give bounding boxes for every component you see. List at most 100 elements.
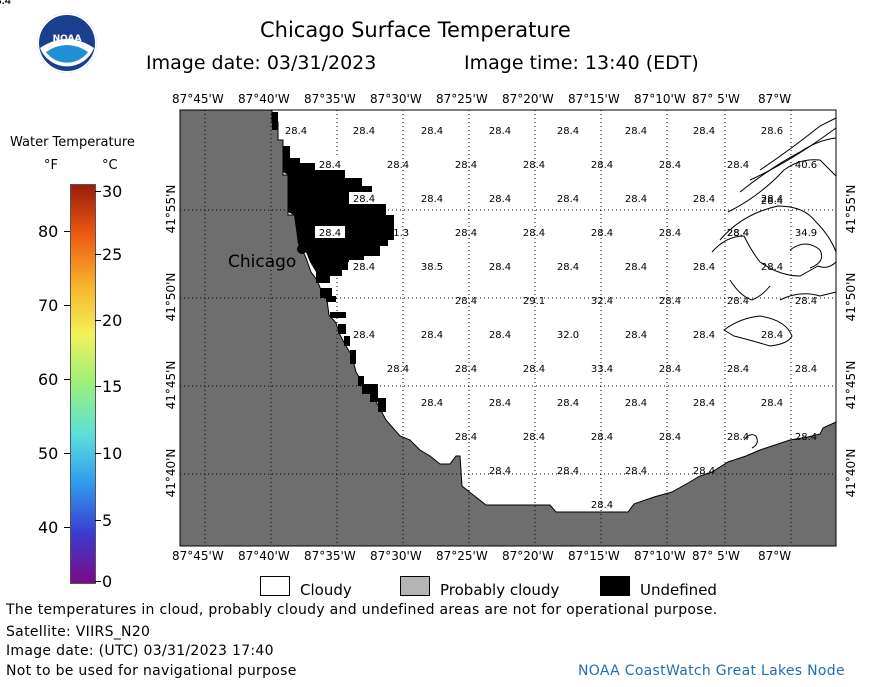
- temperature-value: 28.4: [761, 262, 783, 273]
- graticule: [180, 110, 836, 546]
- longitude-label: 87°35'W: [304, 92, 356, 106]
- temperature-value: 28.4: [387, 160, 409, 171]
- temperature-value: 28.4: [693, 262, 715, 273]
- svg-text:NOAA: NOAA: [53, 34, 82, 44]
- temperature-value: 28.4: [557, 194, 579, 205]
- celsius-tick-mark: [95, 581, 101, 582]
- temperature-value: 28.4: [455, 228, 477, 239]
- longitude-label: 87°45'W: [172, 549, 224, 563]
- unit-fahrenheit: °F: [44, 158, 58, 173]
- temperature-value: 33.4: [591, 364, 613, 375]
- temperature-value: 28.4: [761, 330, 783, 341]
- temperature-value: 28.4: [591, 228, 613, 239]
- fahrenheit-tick-mark: [64, 305, 70, 306]
- temperature-value: 40.6: [795, 160, 817, 171]
- temperature-value: 28.4: [659, 228, 681, 239]
- latitude-label: 41°40'N: [164, 448, 178, 498]
- temperature-value: 28.4: [761, 196, 783, 207]
- temperature-value: 28.4: [727, 228, 749, 239]
- longitude-label: 87°10'W: [634, 549, 686, 563]
- longitude-label: 87°W: [758, 92, 792, 106]
- temperature-value: 28.4: [625, 194, 647, 205]
- longitude-label: 87°40'W: [238, 549, 290, 563]
- temperature-value: 28.4: [591, 432, 613, 443]
- temperature-value: 28.4: [591, 500, 613, 511]
- cloudy-label: Cloudy: [300, 581, 352, 599]
- fahrenheit-tick-mark: [64, 231, 70, 232]
- temperature-value: 31.3: [387, 228, 409, 239]
- temperature-label-box: [315, 158, 345, 170]
- satellite-info: Satellite: VIIRS_N20: [6, 624, 151, 640]
- page-title: Chicago Surface Temperature: [260, 18, 571, 42]
- temperature-value: 28.4: [795, 364, 817, 375]
- colorbar-title: Water Temperature: [10, 135, 135, 150]
- celsius-tick: 15: [102, 377, 123, 396]
- celsius-tick-mark: [95, 191, 101, 192]
- longitude-label: 87°20'W: [502, 92, 554, 106]
- temperature-value: 28.4: [421, 194, 443, 205]
- longitude-label: 87°45'W: [172, 92, 224, 106]
- temperature-value: 28.4: [353, 262, 375, 273]
- temperature-value: 28.4: [489, 330, 511, 341]
- chicago-marker: [297, 244, 307, 254]
- city-label: Chicago: [228, 252, 297, 272]
- longitude-label: 87° 5'W: [692, 92, 740, 106]
- temperature-value: 28.4: [557, 466, 579, 477]
- temperature-value: 28.4: [659, 364, 681, 375]
- temperature-value: 28.4: [659, 296, 681, 307]
- fahrenheit-tick: 70: [38, 296, 59, 315]
- temperature-value: 28.4: [727, 432, 749, 443]
- celsius-tick: 5: [102, 511, 113, 530]
- longitude-label: 87°35'W: [304, 549, 356, 563]
- temperature-value: 28.4: [795, 296, 817, 307]
- temperature-value: 28.4: [727, 296, 749, 307]
- fahrenheit-tick-mark: [64, 379, 70, 380]
- temperature-value: 28.4: [0, 0, 11, 7]
- celsius-tick: 20: [102, 311, 123, 330]
- temperature-label-box: [315, 226, 345, 238]
- longitude-label: 87°15'W: [568, 92, 620, 106]
- temperature-value: 28.4: [659, 432, 681, 443]
- temperature-value: 28.4: [387, 364, 409, 375]
- temperature-labels: 28.4 28.4 28.4 28.4 28.4 28.4 28.4 28.6 28.4 28.4…: [0, 0, 817, 511]
- temperature-value: 28.4: [727, 364, 749, 375]
- temperature-value: 28.4: [421, 398, 443, 409]
- temperature-value: 28.4: [489, 466, 511, 477]
- fahrenheit-tick: 40: [38, 518, 59, 537]
- temperature-value: 28.4: [0, 0, 11, 7]
- longitude-label: 87°25'W: [436, 549, 488, 563]
- fahrenheit-tick-mark: [64, 527, 70, 528]
- nav-warning: Not to be used for navigational purpose: [6, 663, 297, 679]
- undefined-label: Undefined: [640, 581, 717, 599]
- temperature-value: 28.4: [625, 398, 647, 409]
- celsius-tick: 25: [102, 245, 123, 264]
- temperature-value: 32.0: [557, 330, 579, 341]
- temperature-value: 28.4: [693, 466, 715, 477]
- longitude-label: 87° 5'W: [692, 549, 740, 563]
- temperature-value: 28.6: [761, 126, 783, 137]
- disclaimer: The temperatures in cloud, probably clou…: [6, 602, 718, 618]
- unit-celsius: °C: [102, 158, 118, 173]
- longitude-label: 87°40'W: [238, 92, 290, 106]
- temperature-value: 28.4: [625, 466, 647, 477]
- temperature-value: 28.4: [455, 296, 477, 307]
- temperature-value: 28.4: [421, 126, 443, 137]
- celsius-tick: 30: [102, 182, 123, 201]
- utc-date: Image date: (UTC) 03/31/2023 17:40: [6, 643, 274, 659]
- temperature-value: 28.4: [353, 194, 375, 205]
- celsius-tick-mark: [95, 386, 101, 387]
- latitude-label: 41°40'N: [844, 448, 858, 498]
- temperature-value: 28.4: [591, 160, 613, 171]
- temperature-value: 28.4: [693, 398, 715, 409]
- temperature-value: 28.4: [353, 330, 375, 341]
- temperature-value: 28.4: [795, 432, 817, 443]
- celsius-tick: 0: [102, 572, 113, 591]
- image-time: Image time: 13:40 (EDT): [464, 52, 699, 74]
- latitude-label: 41°45'N: [844, 360, 858, 410]
- latitude-label: 41°50'N: [844, 272, 858, 322]
- celsius-tick-mark: [95, 520, 101, 521]
- temperature-value: 28.4: [489, 126, 511, 137]
- temperature-value: 28.4: [693, 194, 715, 205]
- temperature-value: 28.4: [455, 364, 477, 375]
- undefined-region: [283, 146, 394, 283]
